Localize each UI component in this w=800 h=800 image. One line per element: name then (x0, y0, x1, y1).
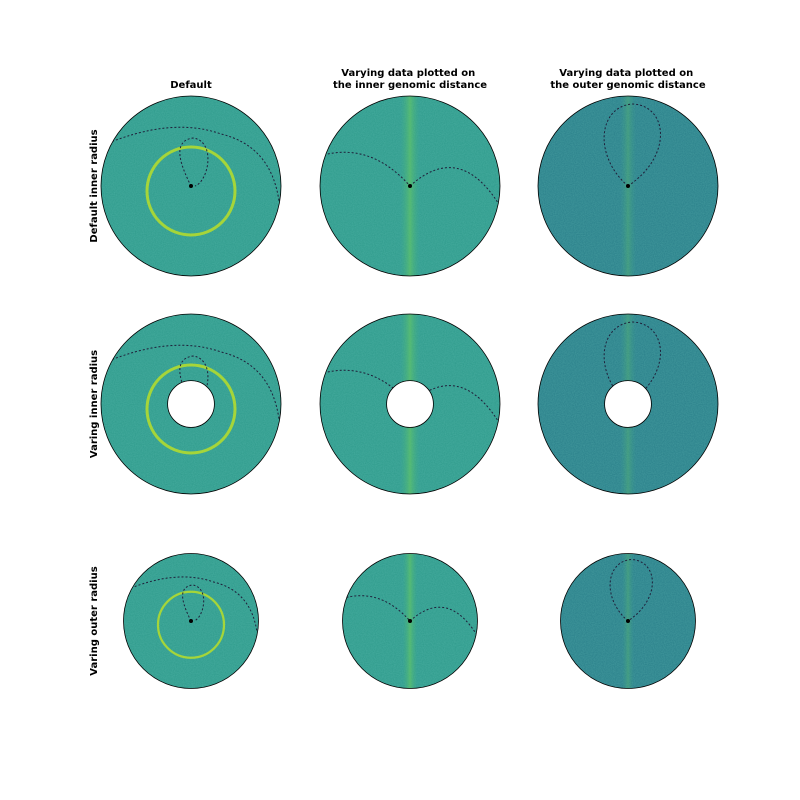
panel-edge (537, 95, 719, 277)
inner-hole (167, 380, 215, 428)
panel-edge (319, 313, 501, 495)
center-point (408, 184, 412, 188)
trace-loop (179, 137, 209, 187)
trace-teardrop (603, 321, 661, 405)
column-title-outer-distance: Varying data plotted on the outer genomi… (550, 68, 705, 91)
column-title-inner-distance: Varying data plotted on the inner genomi… (333, 68, 487, 91)
heatmap-panel (342, 553, 478, 689)
center-point (626, 184, 630, 188)
panel-edge (560, 553, 696, 689)
center-point (408, 619, 412, 623)
center-point (626, 619, 630, 623)
trace-line (101, 344, 280, 420)
panel-edge (537, 313, 719, 495)
panel-edge (342, 553, 478, 689)
heatmap-panel (537, 95, 719, 277)
panel-edge (100, 313, 282, 495)
heatmap-panel (319, 313, 501, 495)
inner-hole (604, 380, 652, 428)
signal-ring (156, 590, 226, 659)
inner-hole (386, 380, 434, 428)
column-titles: Default Varying data plotted on the inne… (170, 68, 706, 91)
heatmap-panel (537, 313, 719, 495)
trace-teardrop (609, 558, 653, 622)
trace-line (101, 126, 280, 202)
center-point (189, 619, 193, 623)
trace-arcs (342, 595, 478, 637)
row-titles: Default inner radius Varing inner radius… (89, 129, 100, 675)
trace-teardrop (603, 103, 661, 187)
heatmap-panel (560, 553, 696, 689)
row-title-default-inner-radius: Default inner radius (89, 129, 100, 242)
row-title-varying-outer-radius: Varing outer radius (89, 566, 100, 675)
panel-edge (123, 553, 259, 689)
trace-arcs (320, 151, 500, 207)
trace-line (123, 576, 258, 633)
heatmap-panel (100, 313, 282, 495)
signal-ring (145, 363, 237, 455)
row-title-varying-inner-radius: Varing inner radius (89, 350, 100, 458)
heatmap-panel (319, 95, 501, 277)
signal-ring (145, 145, 237, 237)
panel-edge (100, 95, 282, 277)
center-point (189, 184, 193, 188)
panel-edge (319, 95, 501, 277)
heatmap-panel (100, 95, 282, 277)
panel-grid (100, 95, 719, 689)
heatmap-panel (123, 553, 259, 689)
column-title-default: Default (170, 80, 212, 91)
